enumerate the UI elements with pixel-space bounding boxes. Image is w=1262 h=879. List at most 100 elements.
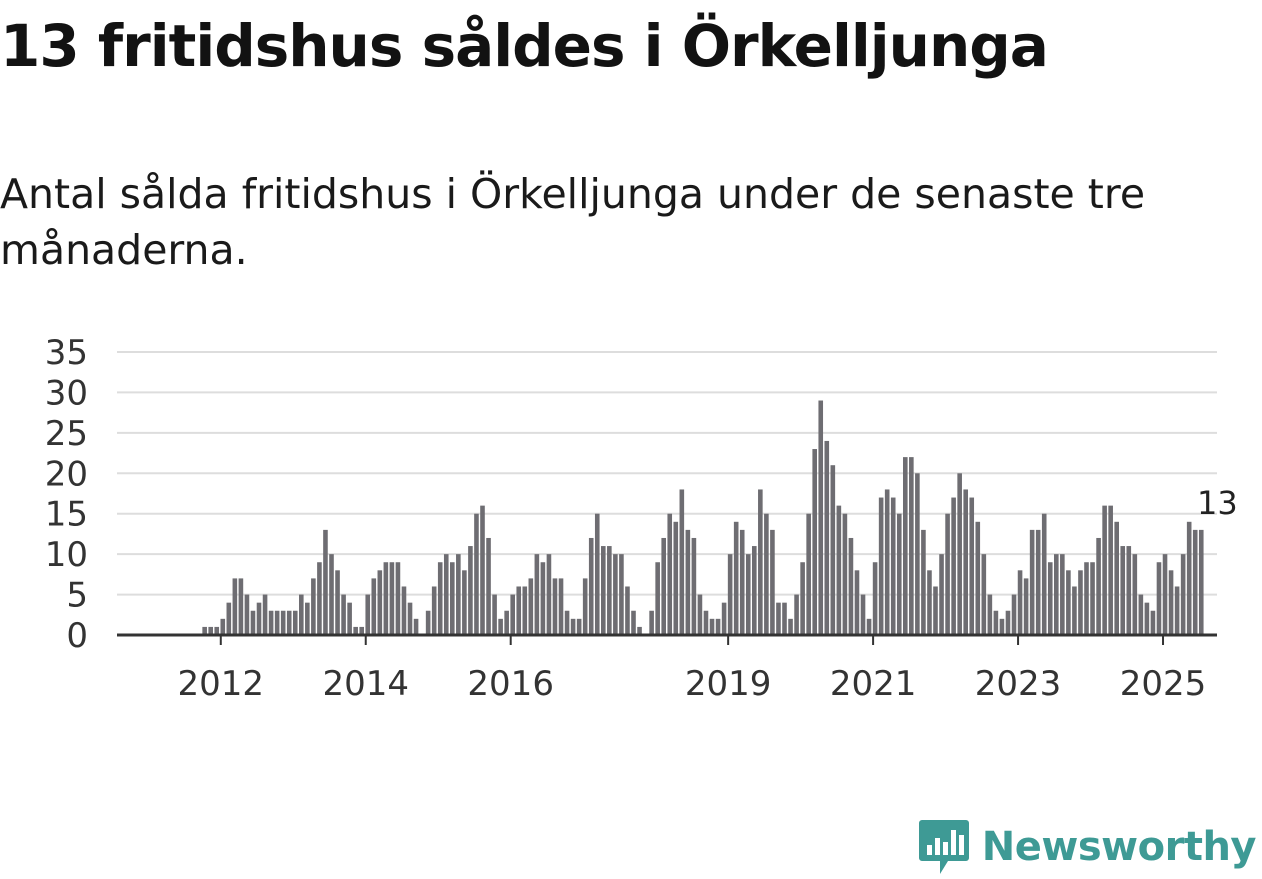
bar [1054,554,1059,635]
bar [1060,554,1065,635]
bar [540,562,546,635]
bar [413,618,419,635]
bar [866,618,872,635]
bar [758,489,763,635]
bar [764,513,769,635]
bar [341,594,346,635]
bar [1041,513,1047,635]
x-tick-label: 2025 [1120,664,1207,704]
bar [437,562,443,635]
bar [377,570,383,635]
bar [365,594,371,635]
bar [1126,546,1132,635]
bar [516,586,522,635]
y-tick-label: 30 [45,373,88,413]
bar [1132,554,1138,635]
bar [691,537,697,635]
bar [1138,594,1144,635]
bar [963,489,968,635]
bar [788,618,793,635]
bar [673,521,679,635]
bar [679,489,685,635]
bar [202,626,207,635]
page-title: 13 fritidshus såldes i Örkelljunga [0,12,1049,80]
bar [347,602,352,635]
bar [945,513,950,635]
bar [1108,505,1113,635]
bar [1144,602,1150,635]
bar [1035,529,1041,635]
bar [848,537,854,635]
bar [836,505,842,635]
bar [987,594,993,635]
bar [480,505,485,635]
bar [510,594,515,635]
bar [1029,529,1035,635]
bar [1114,521,1119,635]
bar [993,610,999,635]
bar [776,602,781,635]
bar [890,497,896,635]
bar [999,618,1005,635]
bar [311,578,316,635]
bar [268,610,274,635]
bar [256,602,262,635]
bar [981,554,987,635]
y-tick-label: 20 [45,454,88,494]
y-tick-label: 0 [66,616,88,656]
y-tick-label: 10 [45,535,88,575]
bar [305,602,310,635]
bar [727,554,733,635]
bar [896,513,902,635]
newsworthy-logo-text: Newsworthy [981,824,1257,870]
bar [655,562,660,635]
newsworthy-bar-chart-icon [918,820,969,874]
highlight-value-label: 13 [1197,484,1238,522]
y-tick-label: 35 [45,333,88,373]
bar [1168,570,1174,635]
bar [1011,594,1017,635]
bar [492,594,497,635]
x-tick-label: 2012 [178,664,265,704]
bar [504,610,509,635]
bar [594,513,600,635]
bar [244,594,250,635]
bar [631,610,636,635]
bar [800,562,805,635]
bar [1162,554,1168,635]
bar [927,570,932,635]
bar [975,521,981,635]
x-tick-label: 2023 [975,664,1062,704]
bar [1090,562,1095,635]
bar [915,473,920,635]
bar [383,562,389,635]
x-axis-ticks: 2012 2014 2016 2019 2021 2023 2025 [178,635,1207,704]
bar [299,594,304,635]
bar-series [202,400,1204,635]
bar [872,562,878,635]
bar [395,562,401,635]
bar [552,578,558,635]
bar [443,554,449,635]
bar [703,610,709,635]
bar [649,610,654,635]
bar [335,570,340,635]
bar [1066,570,1071,635]
bar [576,618,582,635]
bar [613,554,618,635]
bar [1192,529,1198,635]
bar [667,513,673,635]
y-tick-label: 25 [45,414,88,454]
bar [474,513,479,635]
bar [715,618,721,635]
bar [1084,562,1089,635]
y-tick-label: 15 [45,495,88,535]
bar [588,537,594,635]
bar [697,594,703,635]
bar [462,570,467,635]
bar [226,602,232,635]
bar [806,513,811,635]
bar [292,610,298,635]
